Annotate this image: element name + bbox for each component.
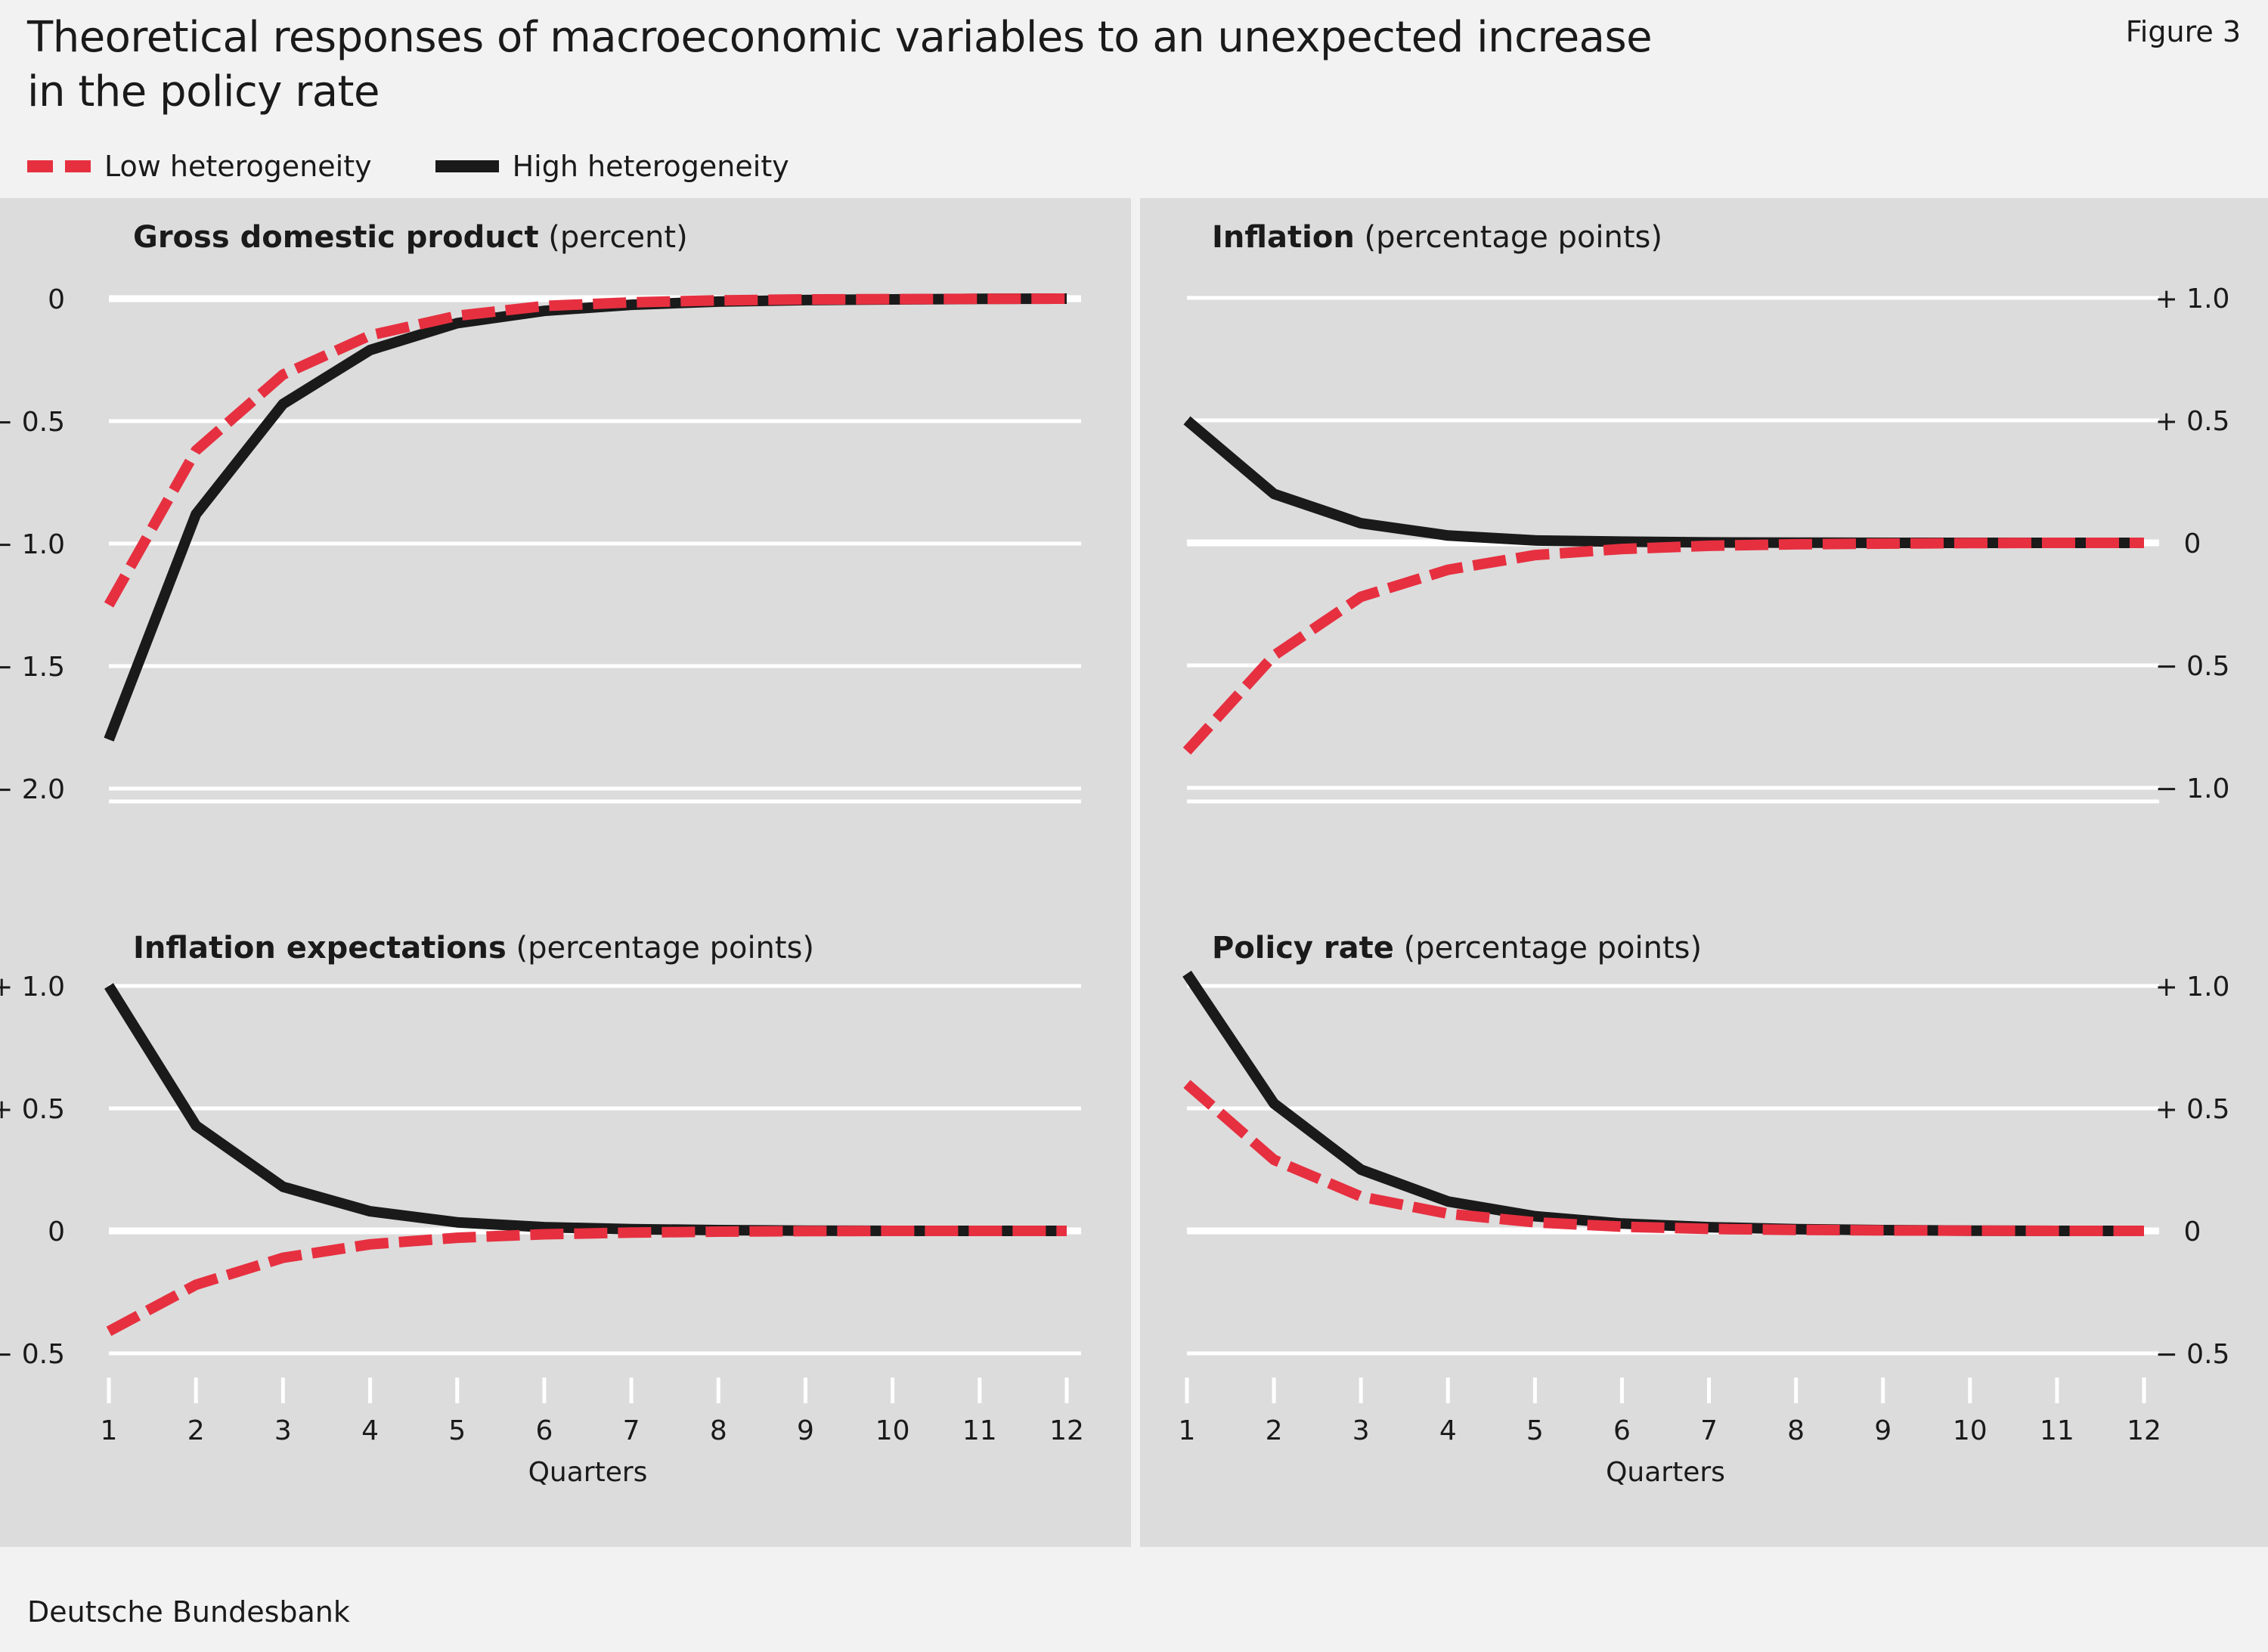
figure-label: Figure 3 [2125, 15, 2241, 48]
chart-panel-1: Gross domestic product (percent) 0 − 0.5 − … [0, 220, 1081, 805]
charts-svg: Gross domestic product (percent) 0 − 0.5 − … [0, 198, 2268, 1547]
x-tick-label: 1 [101, 1415, 118, 1446]
panel-left-bg [0, 198, 1131, 1547]
panel-title-unit: (percent) [539, 220, 688, 255]
x-tick-label: 2 [187, 1415, 205, 1446]
y-tick-label: − 2.0 [0, 774, 65, 805]
y-tick-label: + 0.5 [2155, 406, 2230, 437]
y-tick-label: 0 [48, 1217, 65, 1248]
y-tick-label: 0 [2184, 1217, 2201, 1248]
panel-title-main: Policy rate [1212, 931, 1394, 965]
y-tick-label: − 1.0 [2155, 773, 2230, 804]
panel-title-unit: (percentage points) [1394, 931, 1702, 965]
panel-title-main: Inflation [1212, 220, 1355, 255]
column-separator [1131, 198, 1140, 1547]
series-line-low [106, 1226, 1067, 1336]
x-tick-label: 11 [962, 1415, 997, 1446]
chart-panel-2: Inflation (percentage points) + 1.0 + 0.5 0… [1182, 220, 2230, 804]
x-tick-label: 9 [797, 1415, 814, 1446]
legend-item-low: Low heterogeneity [27, 150, 372, 183]
y-tick-label: − 0.5 [0, 1339, 65, 1370]
legend-swatch-solid [435, 160, 499, 172]
panel-title-main: Gross domestic product [133, 220, 539, 255]
x-tick-label: 7 [1700, 1415, 1718, 1446]
panel-title: Policy rate (percentage points) [1212, 931, 1702, 965]
y-tick-label: − 0.5 [2155, 651, 2230, 682]
legend-label-low: Low heterogeneity [104, 150, 372, 183]
panel-title-unit: (percentage points) [507, 931, 814, 965]
chart-panel-4: Policy rate (percentage points) + 1.0 + 0.… [1179, 931, 2230, 1488]
x-tick-label: 7 [623, 1415, 640, 1446]
x-tick-label: 12 [2127, 1415, 2161, 1446]
series-line-low [1183, 1080, 2144, 1236]
y-tick-label: + 1.0 [0, 972, 65, 1003]
x-tick-label: 4 [361, 1415, 379, 1446]
panel-title: Inflation (percentage points) [1212, 220, 1662, 255]
x-tick-label: 3 [274, 1415, 292, 1446]
panel-title: Gross domestic product (percent) [133, 220, 688, 255]
y-tick-label: 0 [48, 284, 65, 315]
y-tick-label: + 0.5 [2155, 1094, 2230, 1125]
y-tick-label: − 1.0 [0, 529, 65, 560]
x-tick-label: 11 [2040, 1415, 2074, 1446]
x-tick-label: 8 [710, 1415, 727, 1446]
x-tick-label: 1 [1179, 1415, 1196, 1446]
legend-item-high: High heterogeneity [435, 150, 789, 183]
plot-area: Gross domestic product (percent) 0 − 0.5 − … [0, 198, 2268, 1547]
y-tick-label: + 1.0 [2155, 284, 2230, 315]
chart-title: Theoretical responses of macroeconomic v… [27, 13, 1653, 116]
panel-title-main: Inflation expectations [133, 931, 507, 965]
x-tick-label: 6 [535, 1415, 553, 1446]
x-tick-label: 5 [1526, 1415, 1544, 1446]
legend-label-high: High heterogeneity [512, 150, 789, 183]
panel-title: Inflation expectations (percentage point… [133, 931, 814, 965]
source-note: Deutsche Bundesbank [27, 1595, 350, 1629]
panel-title-unit: (percentage points) [1355, 220, 1662, 255]
x-axis-label: Quarters [1606, 1457, 1725, 1488]
x-tick-label: 2 [1266, 1415, 1283, 1446]
y-tick-label: − 0.5 [2155, 1339, 2230, 1370]
y-tick-label: + 0.5 [0, 1094, 65, 1125]
series-line-low [104, 293, 1067, 608]
legend: Low heterogeneity High heterogeneity [27, 144, 853, 189]
series-line-low [1182, 538, 2144, 755]
x-tick-label: 10 [875, 1415, 910, 1446]
x-tick-label: 6 [1613, 1415, 1631, 1446]
x-tick-label: 3 [1352, 1415, 1370, 1446]
chart-panel-3: Inflation expectations (percentage point… [0, 931, 1084, 1488]
x-tick-label: 12 [1049, 1415, 1084, 1446]
legend-swatch-dashed [27, 160, 91, 172]
y-tick-label: − 0.5 [0, 407, 65, 438]
x-tick-label: 9 [1874, 1415, 1892, 1446]
x-tick-label: 4 [1439, 1415, 1457, 1446]
x-axis-label: Quarters [528, 1457, 648, 1488]
y-tick-label: 0 [2184, 528, 2201, 559]
x-tick-label: 5 [448, 1415, 466, 1446]
y-tick-label: + 1.0 [2155, 972, 2230, 1003]
x-tick-label: 10 [1953, 1415, 1988, 1446]
x-tick-label: 8 [1787, 1415, 1805, 1446]
panel-right-bg [1140, 198, 2268, 1547]
y-tick-label: − 1.5 [0, 652, 65, 683]
